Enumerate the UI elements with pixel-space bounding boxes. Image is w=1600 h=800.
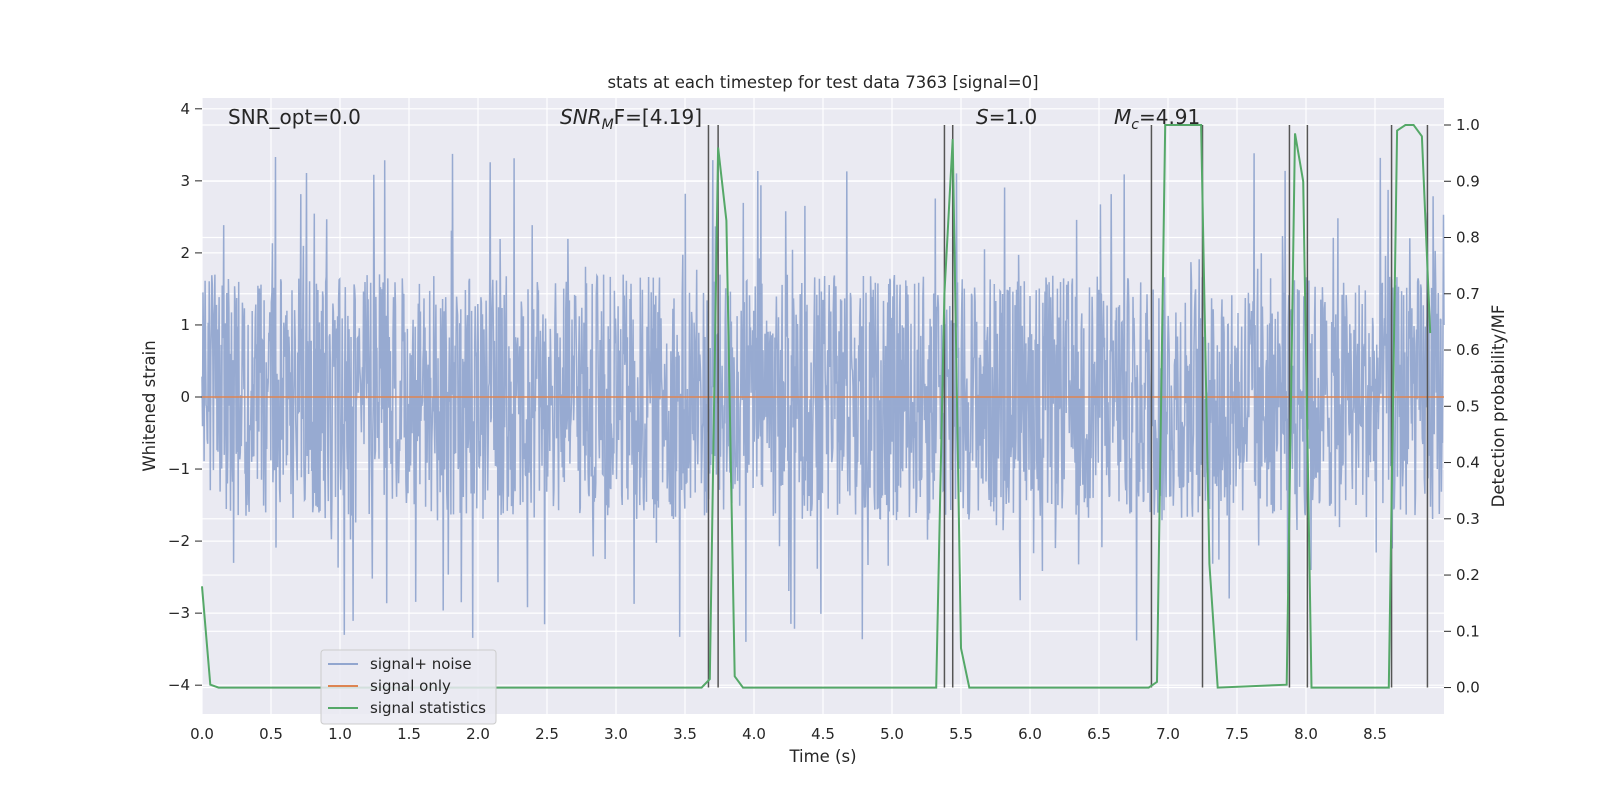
x-tick-label: 5.5 — [949, 725, 973, 743]
y-tick-label: −4 — [168, 676, 190, 694]
s-rest: =1.0 — [989, 105, 1038, 129]
x-tick-labels: 0.0 0.5 1.0 1.5 2.0 2.5 3.0 3.5 4.0 4.5 5.0 5.5 6.0 6… — [190, 725, 1387, 743]
y2-tick-label: 0.5 — [1456, 397, 1480, 415]
y-tick-label: 4 — [180, 100, 190, 118]
y-tick-labels: 4 3 2 1 0 −1 −2 −3 −4 — [168, 100, 202, 694]
x-tick-label: 2.0 — [466, 725, 490, 743]
x-tick-label: 0.5 — [259, 725, 283, 743]
y2-axis-label: Detection probability/MF — [1489, 305, 1508, 508]
s-main: S — [976, 105, 989, 129]
noise-series — [201, 153, 1445, 642]
legend-label-signal: signal only — [370, 677, 451, 695]
x-tick-label: 8.5 — [1363, 725, 1387, 743]
noise-line — [201, 153, 1445, 642]
snr-opt-annotation: SNR_opt=0.0 — [228, 105, 361, 129]
x-tick-label: 1.0 — [328, 725, 352, 743]
y-axis-label: Whitened strain — [140, 340, 159, 471]
mc-annotation: Mc=4.91 — [1114, 105, 1200, 133]
y2-tick-label: 0.1 — [1456, 622, 1480, 640]
snr-mf-annotation: SNRMF=[4.19] — [560, 105, 702, 133]
x-tick-label: 6.5 — [1087, 725, 1111, 743]
y2-tick-labels: 1.0 0.9 0.8 0.7 0.6 0.5 0.4 0.3 0.2 0.1 0.0 — [1444, 116, 1480, 697]
x-tick-label: 0.0 — [190, 725, 214, 743]
y-tick-label: −1 — [168, 460, 190, 478]
snr-mf-rest: F=[4.19] — [614, 105, 702, 129]
x-tick-label: 6.0 — [1018, 725, 1042, 743]
x-tick-label: 3.0 — [604, 725, 628, 743]
snr-mf-sub: M — [602, 117, 614, 133]
x-tick-label: 4.5 — [811, 725, 835, 743]
x-tick-label: 5.0 — [880, 725, 904, 743]
signal-statistics-series — [201, 124, 1432, 689]
y2-tick-label: 0.9 — [1456, 172, 1480, 190]
x-tick-label: 7.5 — [1225, 725, 1249, 743]
x-tick-label: 8.0 — [1294, 725, 1318, 743]
x-tick-label: 4.0 — [742, 725, 766, 743]
x-axis-label: Time (s) — [788, 747, 856, 766]
y2-tick-label: 1.0 — [1456, 116, 1480, 134]
legend-box — [320, 649, 497, 725]
y2-tick-label: 0.6 — [1456, 341, 1480, 359]
legend-label-stats: signal statistics — [370, 699, 486, 717]
legend-label-noise: signal+ noise — [370, 655, 472, 673]
y-tick-label: −2 — [168, 532, 190, 550]
s-annotation: S=1.0 — [976, 105, 1037, 129]
mc-sub: c — [1131, 117, 1139, 133]
x-tick-label: 7.0 — [1156, 725, 1180, 743]
y2-tick-label: 0.4 — [1456, 454, 1480, 472]
mc-main: M — [1114, 105, 1131, 129]
snr-mf-main: SNR — [560, 105, 602, 129]
chart-title: stats at each timestep for test data 736… — [607, 73, 1038, 92]
y2-tick-label: 0.7 — [1456, 285, 1480, 303]
mc-rest: =4.91 — [1139, 105, 1200, 129]
y-tick-label: 3 — [180, 172, 190, 190]
y-tick-label: 1 — [180, 316, 190, 334]
y-tick-label: −3 — [168, 604, 190, 622]
annotations: SNR_opt=0.0 SNRMF=[4.19] S=1.0 Mc=4.91 — [228, 105, 1200, 133]
y2-tick-label: 0.0 — [1456, 679, 1480, 697]
y-tick-label: 0 — [180, 388, 190, 406]
signal-statistics-line — [201, 124, 1432, 689]
x-tick-label: 3.5 — [673, 725, 697, 743]
legend: signal+ noise signal only signal statist… — [320, 649, 497, 725]
x-tick-label: 2.5 — [535, 725, 559, 743]
y2-tick-label: 0.8 — [1456, 229, 1480, 247]
y-tick-label: 2 — [180, 244, 190, 262]
x-tick-label: 1.5 — [397, 725, 421, 743]
y2-tick-label: 0.3 — [1456, 510, 1480, 528]
y2-tick-label: 0.2 — [1456, 566, 1480, 584]
